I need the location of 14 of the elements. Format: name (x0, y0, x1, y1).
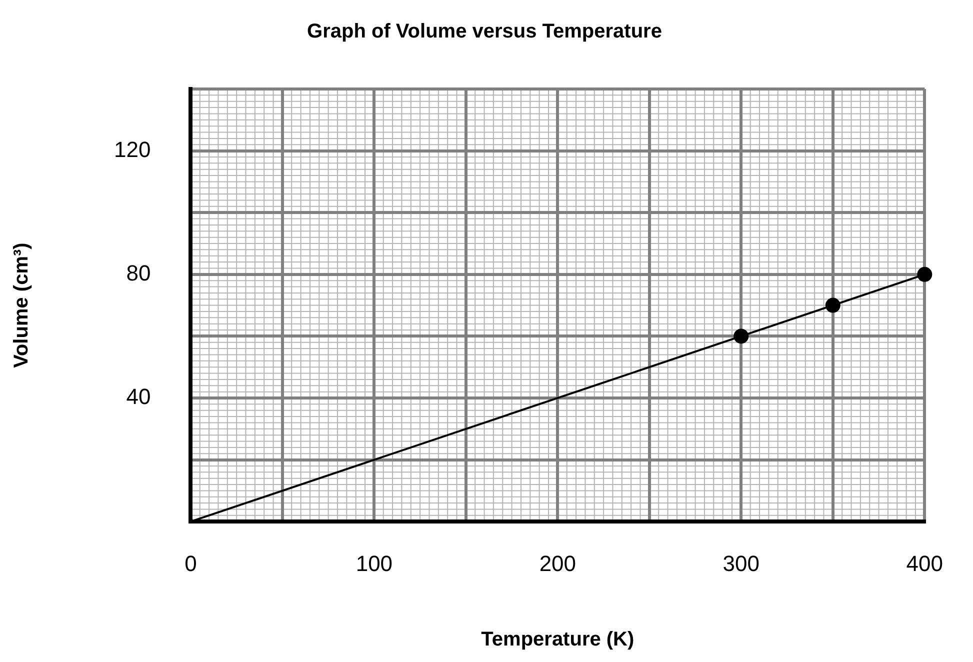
chart-title: Graph of Volume versus Temperature (307, 20, 662, 43)
x-tick-label: 300 (722, 550, 760, 576)
point (825, 298, 840, 313)
y-tick-label: 40 (126, 384, 151, 410)
x-tick-label: 0 (184, 550, 197, 576)
y-tick-label: 80 (126, 260, 151, 286)
point (917, 266, 932, 282)
y-axis-title: Volume (cm³) (10, 242, 33, 368)
x-tick-label: 200 (539, 550, 576, 576)
y-tick-label: 120 (114, 136, 151, 162)
x-tick-label: 400 (906, 550, 944, 576)
x-tick-label: 100 (356, 550, 393, 576)
x-axis-title: Temperature (K) (481, 628, 634, 651)
point (734, 328, 749, 344)
